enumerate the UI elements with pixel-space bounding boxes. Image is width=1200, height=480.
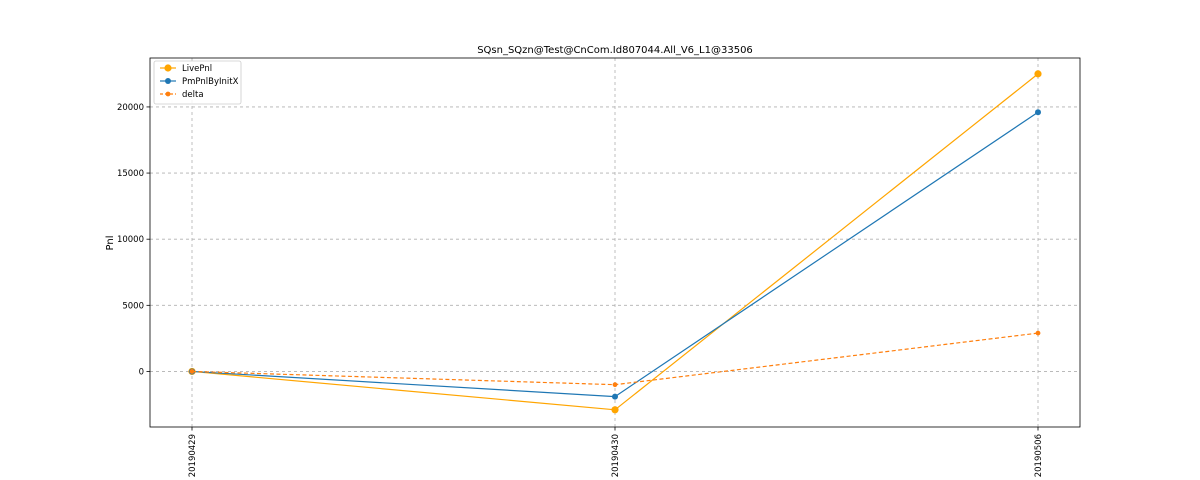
legend-label-delta: delta [182, 90, 204, 100]
y-tick-label: 20000 [117, 103, 144, 113]
data-point-delta [1035, 330, 1041, 336]
chart-title: SQsn_SQzn@Test@CnCom.Id807044.All_V6_L1@… [477, 45, 753, 56]
data-point-pmpnlbyinitx [612, 393, 618, 400]
y-tick-label: 0 [139, 367, 144, 377]
legend-marker-delta [165, 91, 171, 97]
y-tick-label: 10000 [117, 235, 144, 245]
grid [150, 58, 1080, 427]
legend-box [153, 60, 242, 105]
y-tick-label: 15000 [117, 169, 144, 179]
legend-label-pmpnlbyinitx: PmPnlByInitX [182, 77, 239, 87]
legend: LivePnl PmPnlByInitX delta [153, 60, 242, 105]
legend-marker-pmpnlbyinitx [165, 78, 171, 84]
data-point-delta [189, 369, 195, 374]
y-axis-title: Pnl [105, 236, 116, 251]
legend-label-livepnl: LivePnl [182, 64, 212, 74]
series-layer [188, 70, 1042, 414]
x-tick-label: 20190506 [1034, 434, 1044, 477]
y-tick-label: 5000 [122, 301, 144, 311]
data-point-pmpnlbyinitx [1035, 109, 1041, 116]
legend-marker-livepnl [164, 64, 172, 72]
data-point-livepnl [611, 406, 619, 414]
data-point-livepnl [1034, 70, 1042, 78]
axes: 0 5000 10000 15000 20000 20190429 20190430 2019… [117, 103, 1044, 477]
x-tick-label: 20190430 [611, 434, 621, 477]
x-tick-label: 20190429 [188, 434, 198, 477]
data-point-delta [612, 382, 618, 388]
